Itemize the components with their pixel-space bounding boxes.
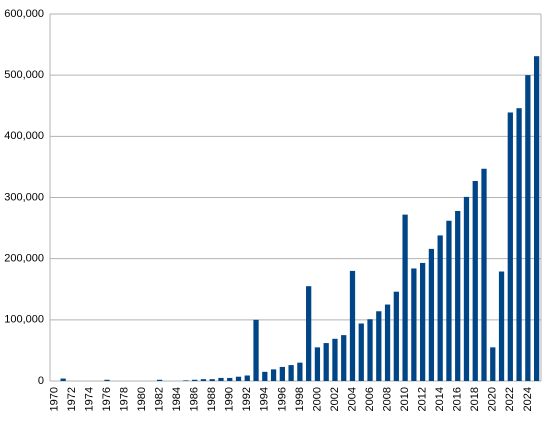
bar — [209, 379, 215, 381]
bar — [516, 108, 522, 382]
bar — [428, 248, 435, 381]
bar — [376, 311, 382, 381]
bar — [306, 286, 312, 381]
y-tick-label: 600,000 — [4, 8, 44, 20]
x-tick-label: 1994 — [259, 387, 271, 411]
bar — [323, 343, 329, 381]
bar — [227, 377, 233, 381]
x-tick-label: 1972 — [66, 387, 78, 411]
x-tick-label: 2024 — [522, 387, 534, 411]
bar — [200, 379, 207, 381]
y-tick-label: 0 — [38, 375, 44, 387]
x-tick-label: 2012 — [417, 387, 429, 411]
x-tick-label: 2010 — [399, 387, 411, 411]
bar — [60, 378, 66, 381]
bar — [279, 366, 285, 381]
x-tick-label: 1984 — [171, 387, 183, 411]
x-tick-label: 1980 — [136, 387, 148, 411]
x-tick-label: 1988 — [206, 387, 218, 411]
bar — [367, 319, 373, 381]
bar — [253, 319, 259, 381]
bar — [437, 235, 443, 381]
bar — [270, 369, 277, 381]
bar — [490, 347, 496, 381]
bar — [498, 271, 505, 381]
bar — [235, 376, 242, 381]
bar — [297, 362, 303, 381]
x-tick-label: 2022 — [504, 387, 516, 411]
x-tick-label: 1970 — [48, 387, 60, 411]
x-tick-label: 1996 — [276, 387, 288, 411]
bar — [341, 335, 347, 381]
x-tick-label: 2004 — [346, 387, 358, 411]
bar — [156, 379, 163, 381]
x-tick-label: 1992 — [241, 387, 253, 411]
y-tick-label: 100,000 — [4, 314, 44, 326]
bar — [533, 56, 540, 382]
y-tick-label: 500,000 — [4, 69, 44, 81]
bar — [402, 214, 408, 381]
x-tick-label: 1998 — [294, 387, 306, 411]
x-tick-label: 2002 — [329, 387, 341, 411]
bar — [104, 379, 110, 381]
bar — [446, 220, 452, 381]
x-tick-label: 2000 — [311, 387, 323, 411]
x-tick-label: 2008 — [381, 387, 393, 411]
bar — [288, 365, 294, 381]
bar — [262, 371, 268, 381]
x-tick-label: 1986 — [189, 387, 201, 411]
bar — [463, 196, 470, 381]
bar — [183, 380, 189, 381]
y-tick-label: 200,000 — [4, 253, 44, 265]
bar — [472, 180, 478, 381]
bar — [393, 291, 399, 381]
x-tick-label: 2014 — [434, 387, 446, 411]
x-tick-label: 2020 — [487, 387, 499, 411]
bar — [411, 268, 417, 381]
bar — [481, 168, 487, 381]
x-tick-label: 2016 — [452, 387, 464, 411]
x-tick-label: 2018 — [469, 387, 481, 411]
bar — [314, 347, 321, 381]
bar — [384, 304, 391, 381]
x-tick-label: 1976 — [101, 387, 113, 411]
x-tick-label: 1982 — [154, 387, 166, 411]
bar — [332, 338, 338, 381]
y-tick-label: 400,000 — [4, 130, 44, 142]
bar — [192, 379, 198, 381]
bar — [507, 112, 513, 381]
x-tick-label: 2006 — [364, 387, 376, 411]
x-tick-label: 1974 — [83, 387, 95, 411]
x-tick-label: 1978 — [118, 387, 130, 411]
bar — [420, 262, 426, 381]
bar — [455, 210, 461, 381]
x-tick-label: 1990 — [224, 387, 236, 411]
bar — [244, 375, 250, 381]
bar — [525, 75, 531, 382]
bar — [218, 377, 224, 381]
bar — [358, 323, 364, 381]
bar — [349, 270, 356, 381]
y-tick-label: 300,000 — [4, 191, 44, 203]
